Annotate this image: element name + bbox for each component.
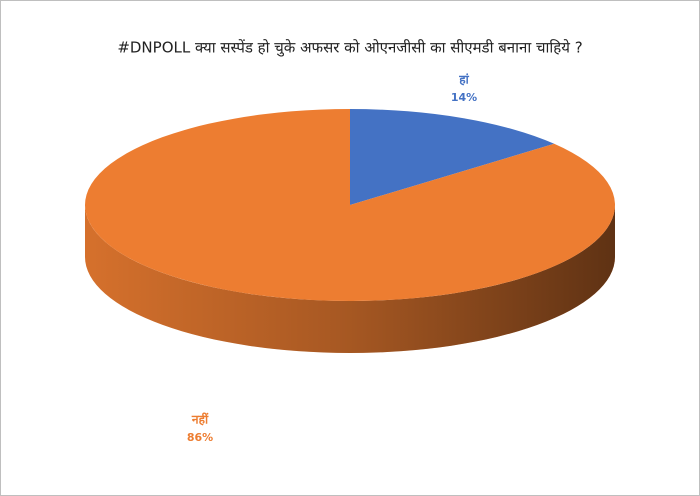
- slice-label: हां: [458, 73, 469, 87]
- slice: [85, 109, 615, 301]
- slice-value-label: 14%: [451, 91, 477, 104]
- slice-value-label: 86%: [187, 431, 213, 444]
- slice-label: नहीं: [191, 412, 209, 427]
- slice-side-shade: [85, 205, 615, 353]
- slice: [350, 109, 555, 205]
- chart-title: #DNPOLL क्या सस्पेंड हो चुके अफसर को ओएन…: [117, 39, 582, 58]
